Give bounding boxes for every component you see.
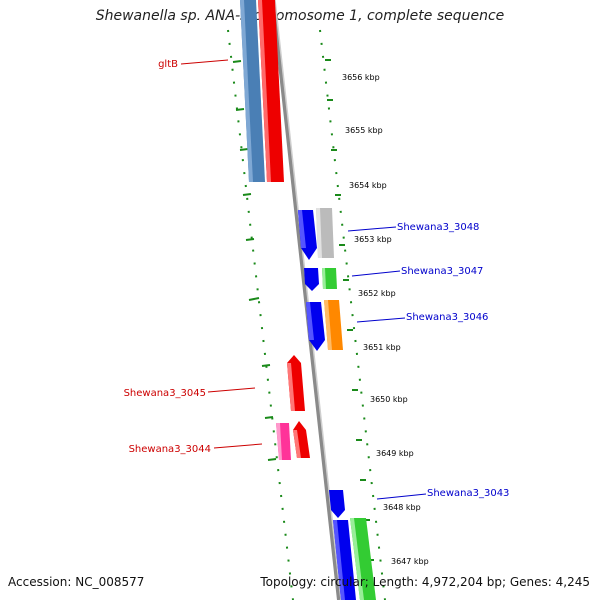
gene-label-shewana3-3045: Shewana3_3045 — [124, 388, 206, 399]
gene-label-shewana3-3043: Shewana3_3043 — [427, 488, 509, 499]
gene-3043-blue — [329, 490, 345, 518]
tick-label-3656: 3656 kbp — [342, 73, 380, 82]
topology-text: Topology: circular; Length: 4,972,204 bp… — [260, 575, 590, 589]
gene-label-shewana3-3047: Shewana3_3047 — [401, 266, 483, 277]
gene-label-shewana3-3046: Shewana3_3046 — [406, 312, 488, 323]
tick-label-3652: 3652 kbp — [358, 289, 396, 298]
tick-label-3647: 3647 kbp — [391, 557, 429, 566]
tick-label-3649: 3649 kbp — [376, 449, 414, 458]
tick-label-3653: 3653 kbp — [354, 235, 392, 244]
tick-label-3654: 3654 kbp — [349, 181, 387, 190]
map-title: Shewanella sp. ANA-3 chromosome 1, compl… — [95, 8, 505, 24]
gene-labels: gltB Shewana3_3048 Shewana3_3047 Shewana… — [124, 59, 509, 500]
accession-text: Accession: NC_008577 — [8, 575, 145, 589]
gene-features — [240, 0, 376, 600]
gene-3047-blue — [304, 268, 319, 291]
gene-label-shewana3-3048: Shewana3_3048 — [397, 222, 479, 233]
tick-label-3655: 3655 kbp — [345, 126, 383, 135]
outer-ring-dots — [227, 29, 386, 600]
kbp-ticks: 3656 kbp 3655 kbp 3654 kbp 3653 kbp 3652… — [342, 73, 429, 566]
tick-label-3648: 3648 kbp — [383, 503, 421, 512]
tick-label-3650: 3650 kbp — [370, 395, 408, 404]
gc-skew-ticks — [232, 59, 374, 561]
tick-label-3651: 3651 kbp — [363, 343, 401, 352]
gene-label-gltb: gltB — [158, 59, 178, 70]
gene-gltb-red-bar — [258, 0, 284, 182]
gene-label-shewana3-3044: Shewana3_3044 — [129, 444, 211, 455]
